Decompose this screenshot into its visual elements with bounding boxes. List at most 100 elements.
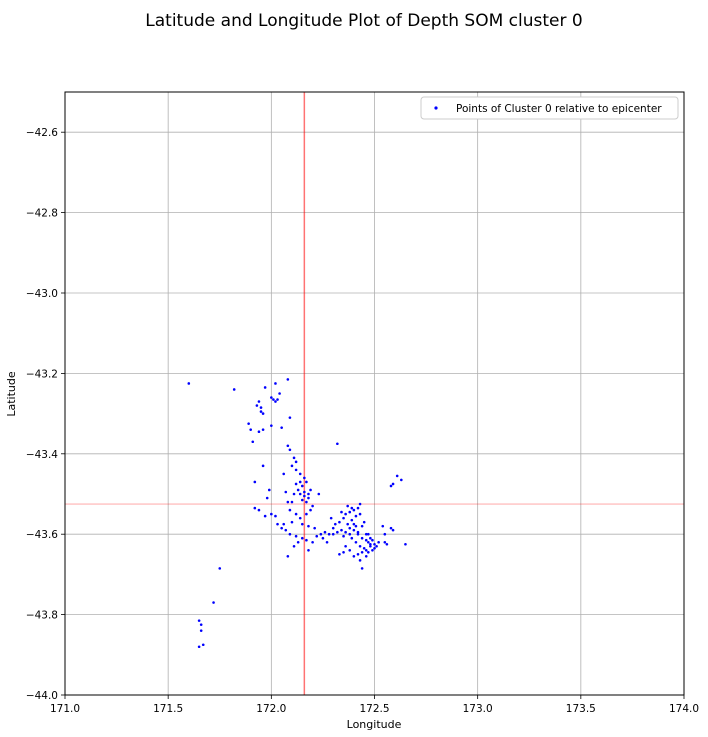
data-point xyxy=(187,382,191,385)
data-point xyxy=(342,534,345,538)
data-point xyxy=(367,540,370,544)
data-point xyxy=(360,524,364,528)
data-point xyxy=(286,555,290,558)
data-point xyxy=(352,528,356,532)
data-point xyxy=(383,532,387,536)
data-point xyxy=(218,567,222,570)
data-point xyxy=(348,548,352,552)
data-point xyxy=(294,460,298,464)
data-point xyxy=(307,548,310,552)
data-point xyxy=(354,514,358,518)
data-point xyxy=(325,540,329,544)
data-point xyxy=(307,496,310,500)
x-tick-label: 172.5 xyxy=(359,703,389,715)
data-point xyxy=(300,484,304,488)
data-point xyxy=(354,540,358,544)
data-point xyxy=(267,488,271,492)
x-tick-label: 171.5 xyxy=(153,703,183,715)
data-point xyxy=(288,448,292,452)
y-tick-label: −42.8 xyxy=(26,208,58,220)
data-point xyxy=(360,567,364,570)
data-point xyxy=(265,496,269,500)
data-point xyxy=(358,559,362,562)
y-tick-label: −43.2 xyxy=(26,368,58,380)
data-point xyxy=(356,553,360,556)
data-point xyxy=(300,498,304,502)
y-tick-label: −43.6 xyxy=(26,529,58,541)
data-point xyxy=(364,538,368,542)
data-point xyxy=(391,528,395,532)
data-point xyxy=(381,524,385,528)
data-point xyxy=(284,528,288,532)
data-point xyxy=(270,512,273,516)
data-point xyxy=(338,520,341,524)
data-point xyxy=(261,412,265,415)
data-point xyxy=(199,629,203,632)
data-point xyxy=(253,506,257,510)
data-point xyxy=(274,514,277,518)
data-point xyxy=(385,542,389,546)
data-point xyxy=(282,472,286,476)
data-point xyxy=(350,536,354,540)
data-point xyxy=(286,444,290,448)
data-point xyxy=(280,526,283,530)
data-point xyxy=(364,555,368,558)
data-point xyxy=(383,540,387,544)
x-tick-label: 173.5 xyxy=(566,703,596,715)
data-point xyxy=(323,530,327,534)
data-point xyxy=(303,476,306,480)
data-point xyxy=(362,546,366,550)
data-point xyxy=(303,494,306,498)
data-point xyxy=(197,619,201,622)
data-point xyxy=(315,534,319,538)
data-point xyxy=(251,440,255,444)
data-point xyxy=(354,524,358,528)
data-point xyxy=(352,555,356,558)
data-point xyxy=(305,480,308,484)
legend: Points of Cluster 0 relative to epicente… xyxy=(420,96,679,120)
data-point xyxy=(344,530,347,534)
data-point xyxy=(377,540,380,544)
data-point xyxy=(373,542,376,546)
data-point xyxy=(290,464,294,468)
data-point xyxy=(298,480,302,484)
data-point xyxy=(286,378,290,381)
data-point xyxy=(249,428,252,431)
data-point xyxy=(253,480,257,484)
data-point xyxy=(197,645,201,649)
data-point xyxy=(294,512,298,516)
data-point xyxy=(284,490,288,494)
data-point xyxy=(340,510,343,514)
data-point xyxy=(344,512,347,516)
data-point xyxy=(342,516,345,520)
data-point xyxy=(298,516,302,520)
data-point xyxy=(292,492,296,496)
data-point xyxy=(342,550,345,554)
data-point xyxy=(364,532,368,536)
data-point xyxy=(356,506,360,510)
data-point xyxy=(360,536,364,540)
x-tick-label: 174.0 xyxy=(669,703,699,715)
data-point xyxy=(369,542,372,546)
data-point xyxy=(319,532,323,536)
data-point xyxy=(305,512,308,516)
data-point xyxy=(321,536,325,540)
data-point xyxy=(356,530,360,534)
data-point xyxy=(375,544,378,548)
data-point xyxy=(257,508,261,512)
data-point xyxy=(272,398,275,401)
data-point xyxy=(307,492,310,496)
x-axis-ticks: 171.0 171.5 172.0 172.5 173.0 173.5 174.0 xyxy=(50,695,699,715)
y-axis-ticks: −42.6 −42.8 −43.0 −43.2 −43.4 −43.6 −43.8 −44.0 xyxy=(26,127,65,702)
data-point xyxy=(300,522,304,526)
data-point xyxy=(391,482,395,486)
data-point xyxy=(369,536,372,540)
data-point xyxy=(294,534,298,538)
data-point xyxy=(298,472,302,476)
data-point xyxy=(364,548,368,552)
data-point xyxy=(296,540,300,544)
data-point xyxy=(300,536,304,540)
data-point xyxy=(270,396,273,399)
data-points xyxy=(187,378,407,649)
data-point xyxy=(369,544,372,548)
